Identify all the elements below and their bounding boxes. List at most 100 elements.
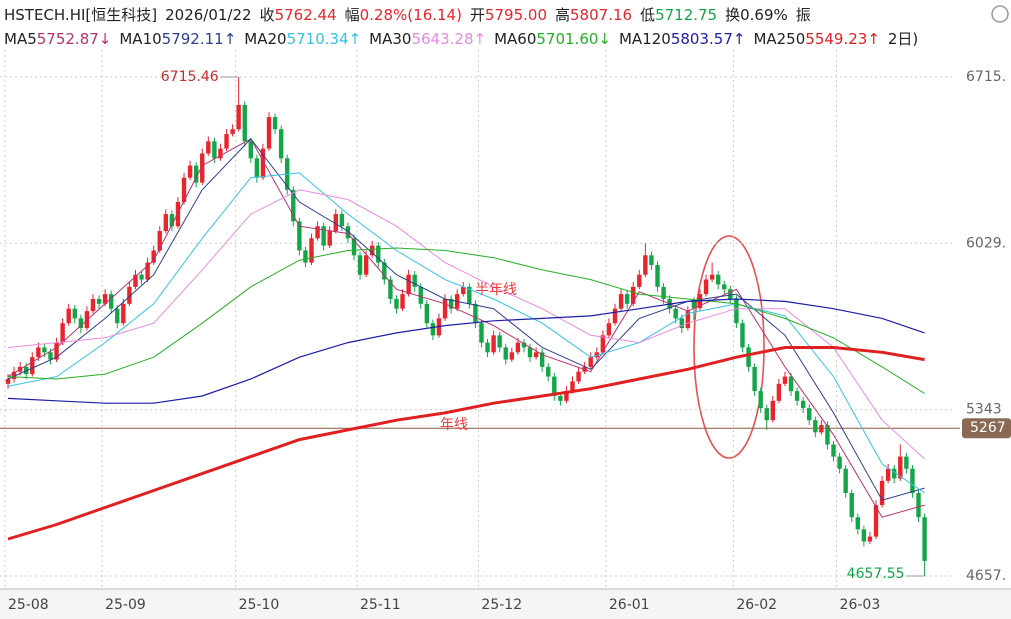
field-label: 换 bbox=[725, 6, 741, 24]
candle-body bbox=[867, 536, 873, 542]
legend-entry: MA2505549.23↑ bbox=[753, 30, 879, 48]
field-value: 0.28%(16.14) bbox=[359, 6, 462, 24]
candle-body bbox=[163, 214, 169, 232]
candle-body bbox=[770, 400, 776, 421]
candle-body bbox=[127, 286, 132, 304]
legend-tail: 2日) bbox=[887, 30, 919, 48]
candle-body bbox=[206, 141, 211, 154]
candle-body bbox=[412, 274, 417, 287]
legend-entry: MA305643.28↑ bbox=[369, 30, 486, 48]
refresh-icon[interactable] bbox=[991, 5, 1009, 23]
legend-name: MA5 bbox=[4, 30, 37, 48]
field-label: 开 bbox=[469, 6, 485, 24]
legend-value: 5701.60 bbox=[536, 30, 599, 48]
candle-body bbox=[788, 376, 794, 392]
x-tick-label: 26-02 bbox=[736, 597, 777, 613]
candle-body bbox=[800, 400, 806, 409]
candle-body bbox=[898, 456, 903, 479]
candle-body bbox=[442, 298, 448, 319]
candle-body bbox=[370, 245, 375, 256]
candle-body bbox=[594, 352, 599, 358]
legend-name: MA250 bbox=[753, 30, 806, 48]
y-tick-label: 6029. bbox=[966, 235, 1006, 251]
candle-body bbox=[321, 226, 326, 246]
legend-name: MA10 bbox=[119, 30, 162, 48]
candle-body bbox=[728, 289, 733, 299]
candle-body bbox=[200, 153, 205, 183]
candle-body bbox=[430, 323, 436, 336]
candle-body bbox=[509, 352, 515, 360]
candle-body bbox=[643, 255, 648, 275]
stock-code: HSTECH.HI[恒生科技] bbox=[4, 6, 158, 24]
candle-body bbox=[855, 517, 860, 530]
y-tick-label: 4657. bbox=[966, 568, 1006, 584]
legend-trend: ↑ bbox=[348, 30, 362, 48]
field-value: 5795.00 bbox=[484, 6, 547, 24]
candle-body bbox=[746, 347, 751, 367]
quote-header: HSTECH.HI[恒生科技] 2026/01/22 收5762.44 幅0.28%(… bbox=[4, 4, 819, 25]
candle-body bbox=[631, 286, 636, 304]
candle-body bbox=[169, 214, 175, 227]
candle-body bbox=[722, 284, 727, 290]
legend-value: 5643.28 bbox=[411, 30, 474, 48]
legend-entry: MA105792.11↑ bbox=[119, 30, 236, 48]
x-axis-band bbox=[0, 589, 1011, 619]
candle-body bbox=[479, 323, 484, 343]
x-tick-label: 26-03 bbox=[840, 597, 881, 613]
candle-body bbox=[327, 231, 332, 246]
annotation: 年线 bbox=[440, 417, 468, 433]
candle-body bbox=[709, 274, 715, 280]
candle-body bbox=[248, 141, 253, 159]
candle-body bbox=[922, 517, 927, 561]
candle-body bbox=[558, 395, 563, 401]
candle-body bbox=[394, 298, 399, 309]
candle-body bbox=[115, 308, 120, 324]
ma-line bbox=[7, 189, 925, 460]
quote-date: 2026/01/22 bbox=[165, 6, 252, 24]
candle-body bbox=[151, 250, 156, 263]
candle-body bbox=[242, 104, 247, 142]
candle-body bbox=[637, 274, 642, 287]
candle-body bbox=[752, 366, 757, 392]
candle-body bbox=[612, 308, 618, 324]
candle-body bbox=[297, 221, 302, 251]
quote-field: 振 bbox=[796, 6, 811, 24]
candle-body bbox=[66, 308, 71, 324]
candle-body bbox=[673, 308, 678, 319]
field-label: 低 bbox=[640, 6, 656, 24]
candle-body bbox=[187, 165, 193, 178]
candle-body bbox=[278, 129, 284, 159]
candle-body bbox=[473, 303, 478, 324]
x-tick-label: 25-11 bbox=[360, 597, 401, 613]
candle-body bbox=[843, 468, 848, 493]
candle-body bbox=[776, 383, 782, 401]
candle-body bbox=[794, 391, 800, 401]
candle-body bbox=[333, 214, 338, 232]
candle-body bbox=[606, 323, 612, 336]
candle-body bbox=[139, 274, 144, 280]
quote-field: 收5762.44 bbox=[260, 6, 337, 24]
candle-body bbox=[461, 286, 466, 295]
candle-body bbox=[515, 342, 521, 353]
quote-field: 换0.69% bbox=[725, 6, 788, 24]
candle-body bbox=[624, 294, 630, 304]
candle-body bbox=[734, 298, 739, 324]
ma-line bbox=[7, 138, 925, 518]
candle-body bbox=[873, 505, 879, 537]
field-value: 5807.16 bbox=[570, 6, 633, 24]
candle-body bbox=[96, 298, 102, 304]
max-label: 6715.46 bbox=[161, 69, 219, 85]
candle-body bbox=[521, 342, 527, 348]
candle-body bbox=[351, 238, 357, 256]
candle-body bbox=[740, 323, 745, 348]
legend-trend: ↑ bbox=[473, 30, 487, 48]
candle-body bbox=[813, 420, 818, 433]
candle-body bbox=[224, 134, 229, 149]
candle-body bbox=[406, 274, 411, 295]
candle-body bbox=[819, 425, 824, 433]
candle-body bbox=[48, 352, 53, 360]
candle-body bbox=[758, 391, 763, 409]
candle-body bbox=[102, 294, 108, 304]
y-tick-label: 6715. bbox=[966, 69, 1006, 85]
legend-value: 5803.57 bbox=[670, 30, 733, 48]
